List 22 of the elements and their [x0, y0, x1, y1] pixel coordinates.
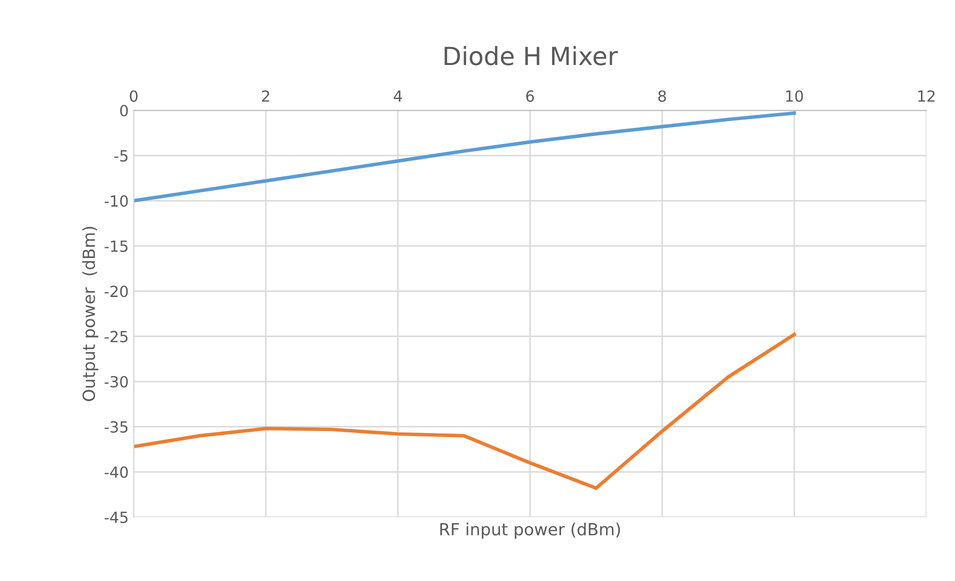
y-axis-title: Output power (dBm)	[82, 226, 98, 402]
line-series	[134, 332, 796, 490]
y-tick-label: -45	[104, 512, 128, 524]
x-tick-label: 4	[394, 90, 402, 102]
y-tick-label: -10	[104, 195, 128, 207]
x-tick-label: 2	[262, 90, 270, 102]
y-tick-label: -25	[104, 330, 128, 342]
y-tick-label: -30	[104, 376, 128, 388]
y-tick-label: -20	[104, 286, 128, 298]
y-tick-label: -35	[104, 421, 128, 433]
x-tick-label: 12	[918, 90, 935, 102]
y-tick-label: -15	[104, 240, 128, 252]
x-tick-label: 8	[658, 90, 666, 102]
x-tick-label: 0	[130, 90, 138, 102]
x-tick-label: 6	[526, 90, 534, 102]
x-tick-label: 10	[786, 90, 803, 102]
chart-title: Diode H Mixer	[444, 46, 618, 66]
y-tick-label: 0	[120, 104, 128, 116]
line-series	[134, 111, 796, 203]
y-tick-label: -40	[104, 466, 128, 478]
x-axis-title: RF input power (dBm)	[440, 522, 620, 539]
y-tick-label: -5	[114, 150, 128, 162]
